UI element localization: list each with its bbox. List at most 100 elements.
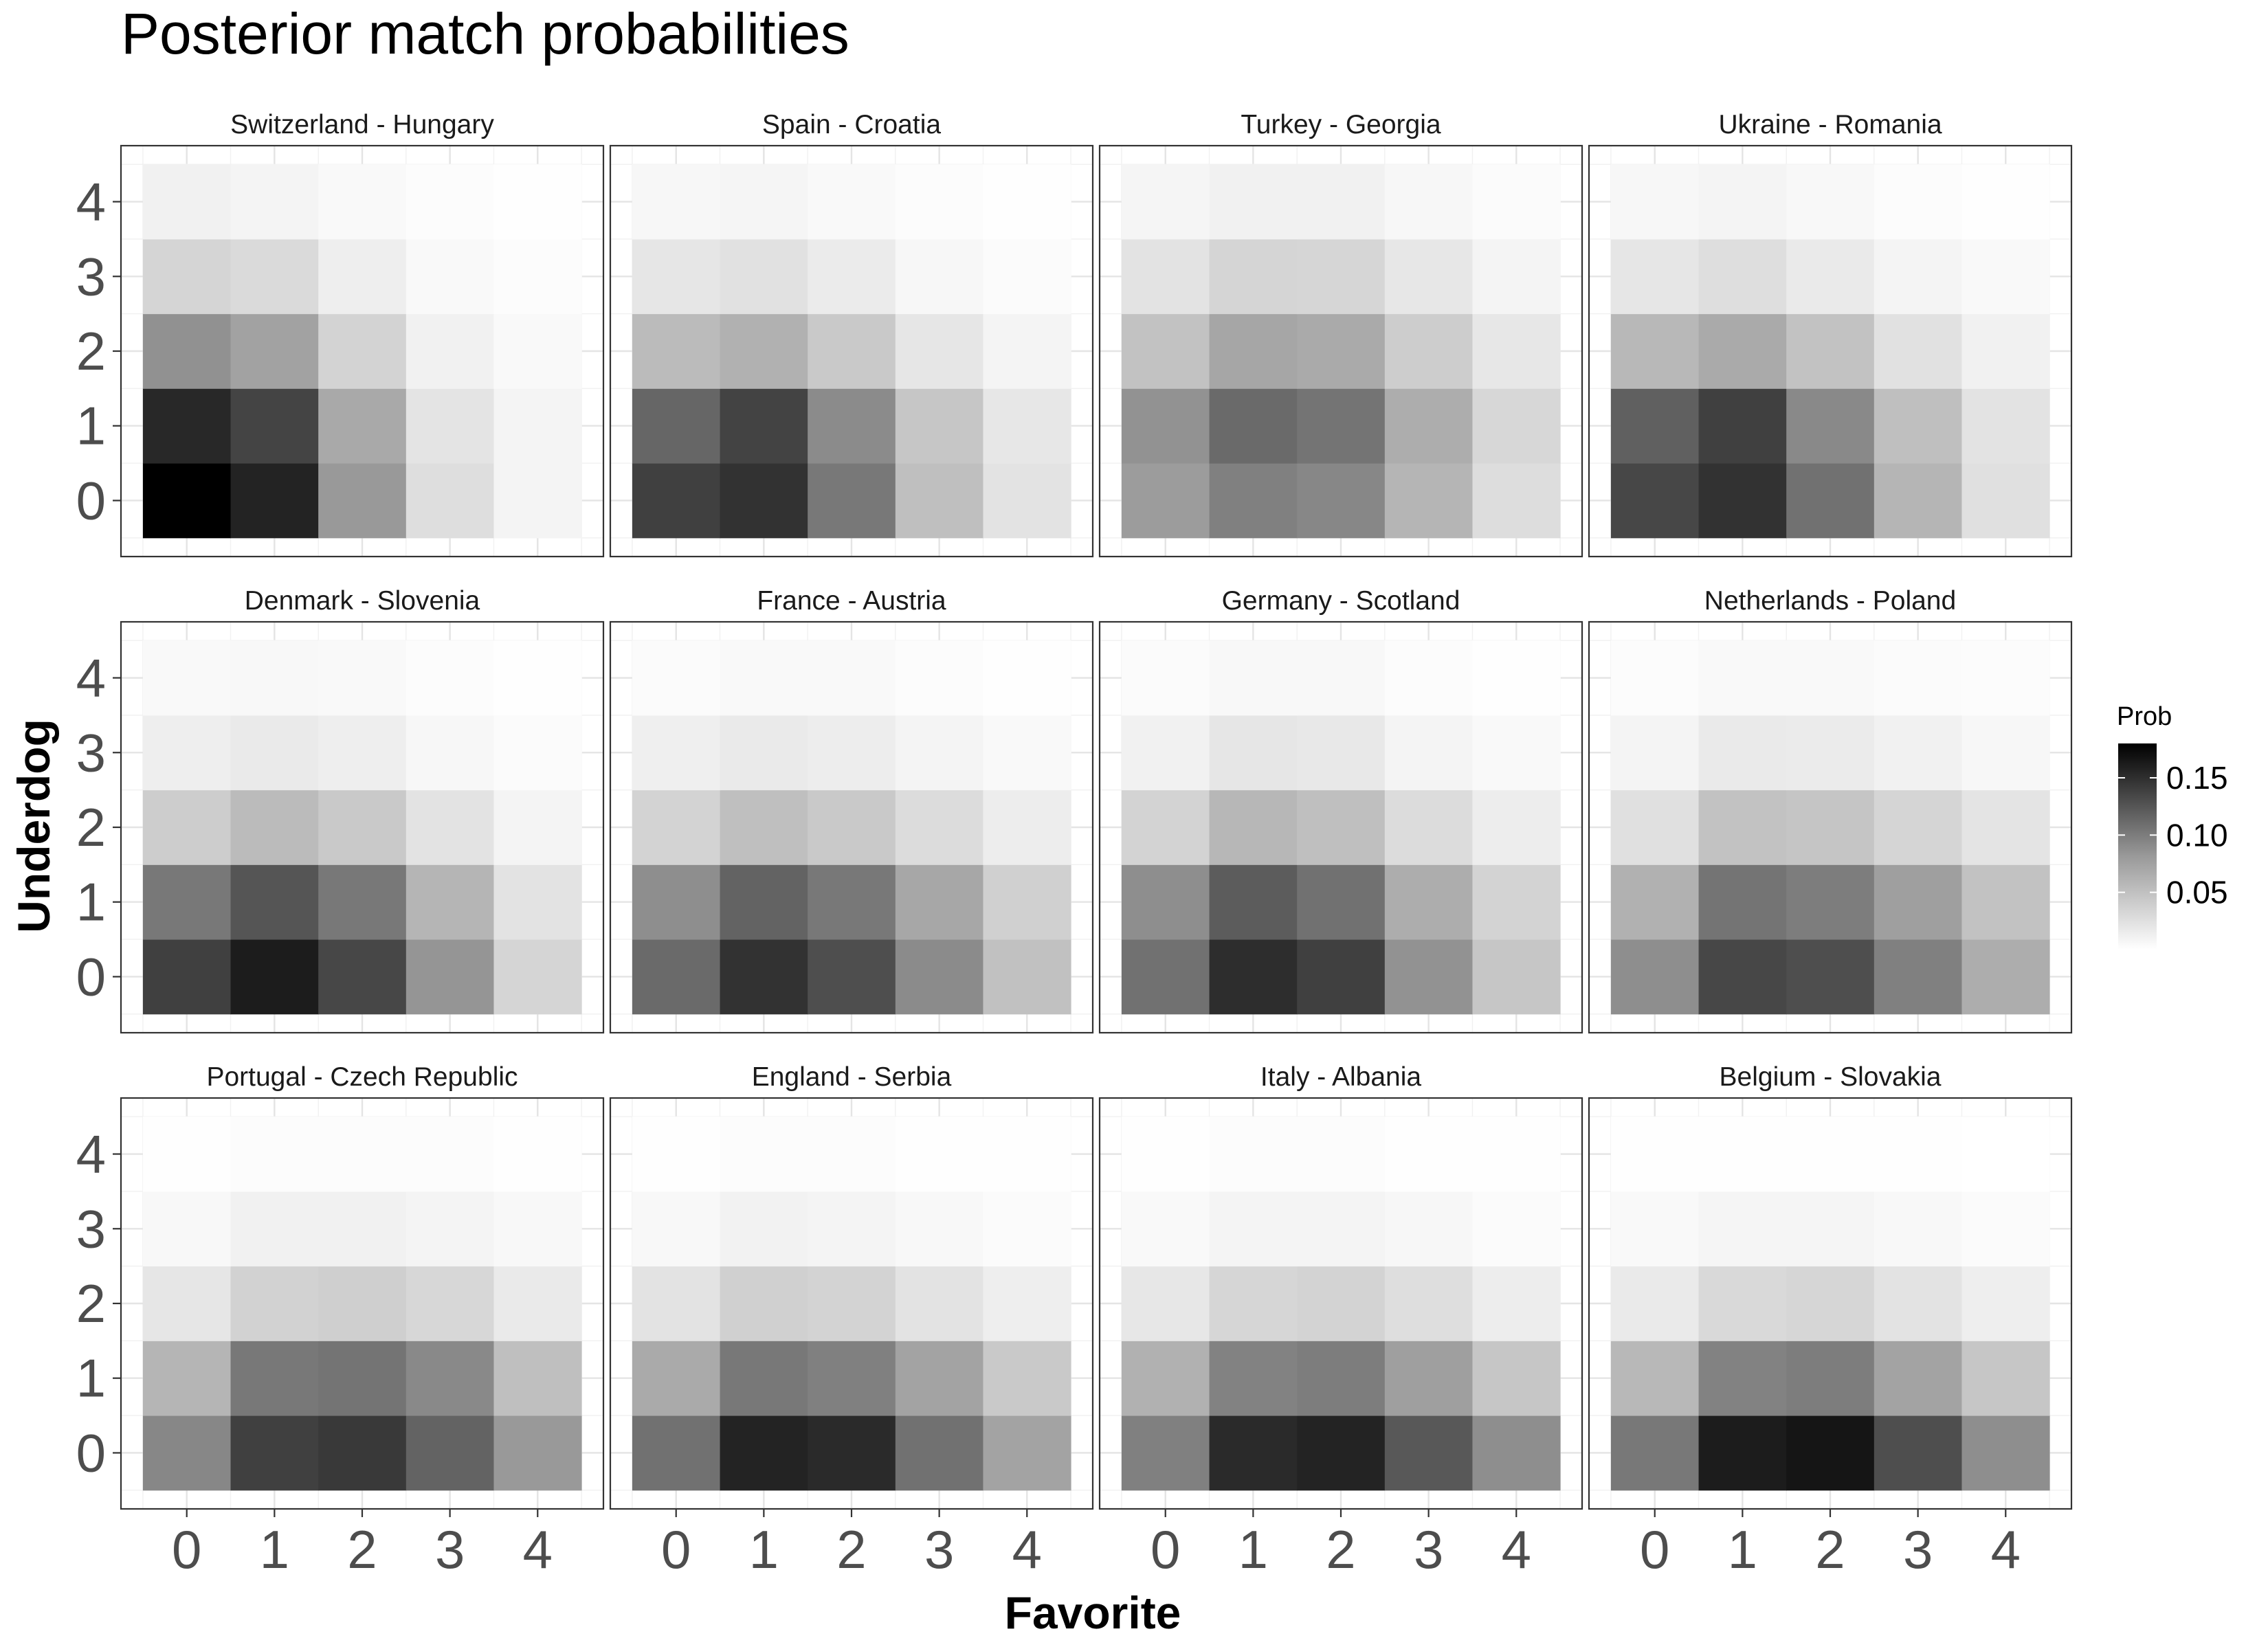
heatmap-tile [1209,1415,1298,1491]
heatmap-tile [1121,1117,1210,1192]
heatmap-tile [318,715,407,791]
heatmap-tile [808,939,896,1015]
heatmap-tile [1384,789,1473,865]
heatmap-tile [1121,864,1210,940]
heatmap-tile [1384,463,1473,539]
heatmap-tile [493,1191,582,1267]
heatmap-tile [1384,715,1473,791]
heatmap-tile [1209,238,1298,315]
facet-strip [610,1055,1093,1098]
heatmap-tile [1209,640,1298,716]
heatmap-tile [632,864,721,940]
heatmap-tile [493,1117,582,1192]
heatmap-tile [142,388,232,464]
heatmap-tile [632,463,721,539]
y-tick-label: 2 [76,797,106,858]
heatmap-tile [1472,463,1561,539]
x-tick-label: 2 [1326,1519,1355,1580]
heatmap-tile [1472,388,1561,464]
heatmap-tile [142,1191,232,1267]
heatmap-tile [230,1266,319,1341]
heatmap-tile [405,388,494,464]
heatmap-tile [318,1191,407,1267]
heatmap-tile [1786,864,1875,940]
heatmap-tile [318,1266,407,1341]
x-tick-label: 3 [924,1519,954,1580]
heatmap-tile [405,164,494,240]
heatmap-tile [1297,164,1386,240]
facet-panel: Belgium - Slovakia 0 1 2 3 4 [1588,1055,2073,1580]
panel-border [1588,620,2073,1034]
heatmap-tile [1610,715,1700,791]
heatmap-tile [1610,164,1700,240]
heatmap-tile [983,1191,1071,1267]
heatmap-tile [1961,640,2050,716]
y-tick-label: 4 [76,648,106,708]
legend-tick-label: 0.10 [2166,817,2228,853]
heatmap-tile [1786,1415,1875,1491]
x-axis-title: Favorite [1005,1587,1181,1638]
heatmap-tile [1472,313,1561,389]
heatmap-tile [895,1341,983,1416]
heatmap-tile [1874,1191,1962,1267]
heatmap-tile [230,463,319,539]
heatmap-tile [1209,164,1298,240]
heatmap-tile [808,1117,896,1192]
heatmap-tile [983,1341,1071,1416]
heatmap-tile [142,313,232,389]
heatmap-tile [405,463,494,539]
heatmap-tile [230,238,319,315]
heatmap-tile [720,789,808,865]
heatmap-tile [720,388,808,464]
heatmap-tile [405,939,494,1015]
heatmap-tile [632,238,721,315]
heatmap-tile [405,640,494,716]
heatmap-tile [1384,864,1473,940]
heatmap-tile [808,313,896,389]
heatmap-tile [493,164,582,240]
heatmap-tile [1297,313,1386,389]
heatmap-tile [808,1341,896,1416]
heatmap-tile [1209,463,1298,539]
heatmap-tile [1786,238,1875,315]
facet-panel: Turkey - Georgia [1098,103,1583,558]
heatmap-tile [1121,640,1210,716]
heatmap-tile [1209,864,1298,940]
heatmap-tile [493,238,582,315]
heatmap-tile [720,715,808,791]
heatmap-tile [318,463,407,539]
heatmap-tile [1384,1415,1473,1491]
heatmap-tile [1297,789,1386,865]
heatmap-tile [1297,939,1386,1015]
heatmap-tile [405,1266,494,1341]
heatmap-tile [632,313,721,389]
heatmap-tile [318,313,407,389]
x-tick-label: 3 [1903,1519,1933,1580]
heatmap-tile [1698,1415,1787,1491]
heatmap-tile [1961,388,2050,464]
heatmap-tile [1297,1266,1386,1341]
facet-panel: Germany - Scotland [1098,579,1583,1034]
y-tick-label: 3 [76,1198,106,1259]
heatmap-tile [1786,1117,1875,1192]
heatmap-tile [142,463,232,539]
heatmap-tile [720,939,808,1015]
heatmap-tile [1297,1117,1386,1192]
heatmap-tile [405,1191,494,1267]
heatmap-tile [808,388,896,464]
heatmap-tile [1698,789,1787,865]
heatmap-tile [1209,789,1298,865]
heatmap-tile [1698,939,1787,1015]
heatmap-tile [1472,1415,1561,1491]
heatmap-tile [405,1341,494,1416]
y-tick-label: 0 [76,470,106,530]
heatmap-tile [1121,1415,1210,1491]
heatmap-tile [405,238,494,315]
facet-strip [121,103,603,146]
heatmap-tile [1610,1117,1700,1192]
heatmap-tile [318,864,407,940]
facet-strip [1589,103,2071,146]
chart-title: Posterior match probabilities [121,1,849,66]
